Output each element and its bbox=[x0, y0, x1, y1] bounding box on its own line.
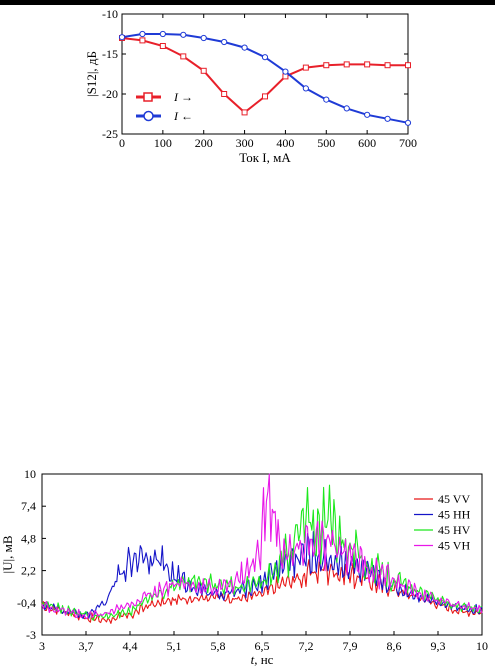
x-tick-label: 9,3 bbox=[431, 639, 446, 653]
plot-frame bbox=[121, 13, 409, 135]
data-point-circle bbox=[139, 30, 146, 38]
data-point-circle bbox=[323, 96, 330, 103]
signal-line-45-hv bbox=[41, 484, 483, 621]
legend-label: I ← bbox=[173, 109, 193, 123]
data-point-circle bbox=[384, 115, 391, 122]
y-tick-label: -20 bbox=[102, 87, 118, 101]
y-tick-label: -3 bbox=[26, 628, 36, 642]
y-tick-label: -15 bbox=[102, 47, 118, 61]
data-point-circle bbox=[364, 111, 371, 118]
data-point-square bbox=[241, 109, 248, 116]
data-point-circle bbox=[282, 68, 289, 75]
data-point-square bbox=[384, 62, 391, 69]
x-tick-label: 500 bbox=[317, 136, 335, 150]
signal-line-45-hh bbox=[41, 531, 483, 619]
data-point-circle bbox=[118, 34, 126, 41]
data-point-circle bbox=[404, 119, 412, 126]
plot-frame-2 bbox=[41, 473, 483, 636]
y-axis-label: |S12|, дБ bbox=[84, 51, 99, 97]
legend-label: 45 VV bbox=[438, 492, 470, 506]
x-tick-label: 10 bbox=[476, 639, 488, 653]
s12-vs-current-chart: 0 100 200 300 400 500 600 700 -10 -15 -20 -25 Ток I,… bbox=[84, 7, 417, 165]
x-tick-label: 7,9 bbox=[343, 639, 358, 653]
data-point-square bbox=[139, 37, 146, 44]
x-tick-label: 7,2 bbox=[299, 639, 314, 653]
data-point-square bbox=[262, 93, 268, 100]
data-point-circle bbox=[221, 38, 228, 46]
y-tick-label: -25 bbox=[102, 127, 118, 141]
x-tick-label: 3,7 bbox=[79, 639, 94, 653]
data-point-square bbox=[180, 53, 187, 60]
data-point-square bbox=[221, 91, 228, 97]
x-tick-label: 300 bbox=[236, 136, 254, 150]
x-tick-label: 400 bbox=[276, 136, 294, 150]
data-point-square bbox=[405, 62, 411, 69]
legend-label: I → bbox=[173, 90, 193, 104]
x-tick-label: 0 bbox=[119, 136, 125, 150]
legend-marker-square bbox=[143, 92, 153, 102]
data-point-square bbox=[323, 62, 330, 69]
data-point-square bbox=[159, 43, 166, 49]
x-tick-label: 200 bbox=[195, 136, 213, 150]
signal-line-45-vv bbox=[41, 559, 483, 624]
x-axis-label: Ток I, мА bbox=[239, 150, 291, 165]
data-point-circle bbox=[261, 54, 269, 61]
x-tick-label: 100 bbox=[154, 136, 172, 150]
y-tick-label: 4,8 bbox=[21, 531, 36, 545]
y-tick-label: 7,4 bbox=[21, 499, 36, 513]
x-tick-label: 700 bbox=[399, 136, 417, 150]
x-tick-label: 8,6 bbox=[387, 639, 402, 653]
legend-label: 45 VH bbox=[438, 539, 470, 553]
data-point-square bbox=[302, 64, 309, 71]
y-tick-label: -10 bbox=[102, 7, 118, 21]
data-point-circle bbox=[159, 30, 166, 38]
signal-line-45-vh bbox=[41, 473, 483, 620]
legend-marker-circle bbox=[143, 110, 154, 122]
data-point-square bbox=[343, 61, 350, 68]
x-tick-label: 6,5 bbox=[255, 639, 270, 653]
legend-label: 45 HH bbox=[438, 508, 471, 522]
data-point-circle bbox=[241, 44, 248, 51]
y-tick-label: -0,4 bbox=[17, 596, 36, 610]
legend-label: 45 HV bbox=[438, 523, 471, 537]
y-tick-label: 2,2 bbox=[21, 564, 36, 578]
data-point-square bbox=[200, 67, 207, 74]
top-border-bar bbox=[0, 0, 495, 5]
data-point-circle bbox=[180, 31, 187, 38]
x-tick-label: 600 bbox=[358, 136, 376, 150]
data-point-circle bbox=[302, 85, 309, 92]
x-tick-label: 3 bbox=[39, 639, 45, 653]
data-point-circle bbox=[343, 105, 350, 112]
data-point-square bbox=[364, 61, 371, 68]
x-tick-label: 4,4 bbox=[123, 639, 138, 653]
y-axis-label: |U|, мВ bbox=[0, 535, 15, 573]
x-tick-label: 5,1 bbox=[167, 639, 182, 653]
data-point-circle bbox=[200, 34, 207, 42]
x-tick-label: 5,8 bbox=[211, 639, 226, 653]
x-axis-label: t, нс bbox=[251, 652, 274, 667]
y-tick-label: 10 bbox=[24, 467, 36, 481]
